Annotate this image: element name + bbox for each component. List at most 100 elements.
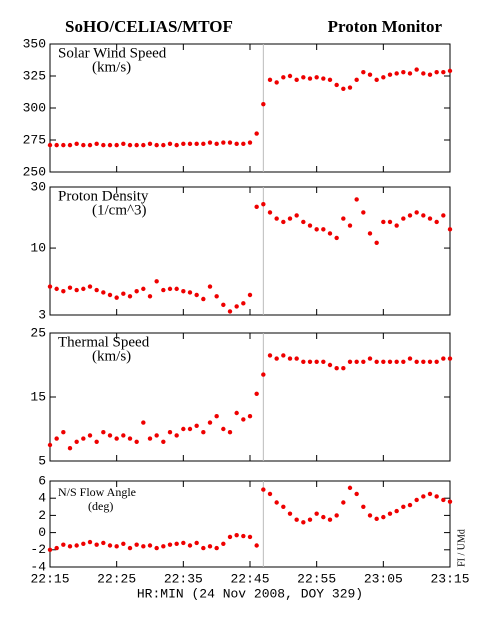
data-point — [47, 442, 53, 448]
data-point — [314, 227, 319, 232]
data-point — [341, 500, 346, 505]
data-point — [141, 544, 146, 549]
data-point — [321, 76, 326, 81]
data-point — [367, 356, 373, 361]
data-point — [347, 359, 353, 364]
data-point — [234, 304, 239, 309]
data-point — [141, 142, 146, 148]
x-tick-label: 22:25 — [97, 571, 136, 586]
data-point — [167, 141, 173, 147]
data-point — [447, 227, 453, 232]
data-point — [121, 291, 126, 296]
y-tick-label: 15 — [30, 389, 46, 404]
y-tick-label: 2 — [38, 508, 46, 523]
data-point — [167, 430, 173, 435]
data-point — [147, 294, 153, 299]
data-point — [361, 210, 366, 215]
data-point — [394, 223, 399, 228]
data-point — [187, 141, 193, 147]
data-point — [127, 142, 133, 148]
data-point — [287, 356, 293, 361]
panel-title: Thermal Speed — [58, 334, 150, 350]
data-point — [434, 359, 439, 364]
data-point — [414, 359, 419, 364]
data-point — [341, 86, 346, 92]
data-point — [81, 142, 86, 148]
data-point — [414, 210, 419, 215]
data-point — [441, 213, 446, 218]
data-point — [81, 541, 86, 546]
data-point — [114, 436, 119, 441]
data-point — [241, 301, 246, 306]
data-point — [54, 286, 59, 292]
data-point — [327, 517, 333, 522]
data-point — [247, 292, 253, 298]
data-point — [47, 284, 53, 289]
x-tick-label: 23:15 — [430, 571, 469, 586]
data-point — [234, 141, 239, 147]
data-point — [274, 216, 279, 221]
data-point — [114, 142, 119, 148]
data-point — [441, 356, 446, 361]
data-point — [94, 439, 99, 444]
data-point — [134, 542, 139, 547]
data-point — [241, 141, 246, 147]
data-point — [294, 356, 299, 361]
data-point — [194, 141, 199, 147]
data-point — [307, 223, 313, 228]
data-point — [194, 423, 199, 428]
data-point — [167, 286, 173, 292]
data-point — [67, 142, 73, 148]
data-point — [167, 542, 173, 547]
data-point — [327, 231, 333, 236]
data-point — [421, 494, 426, 499]
data-point — [74, 287, 79, 293]
data-point — [161, 142, 166, 148]
data-point — [367, 231, 373, 236]
data-point — [107, 142, 113, 148]
data-point — [401, 359, 406, 364]
data-point — [427, 72, 433, 77]
data-point — [221, 426, 226, 432]
data-point — [447, 356, 453, 361]
data-point — [321, 514, 326, 520]
data-point — [181, 540, 186, 546]
data-point — [101, 142, 106, 148]
y-tick-label: -4 — [30, 559, 46, 574]
data-point — [394, 71, 399, 76]
y-tick-label: 325 — [23, 68, 46, 83]
x-tick-label: 22:45 — [230, 571, 269, 586]
data-point — [294, 213, 299, 218]
data-point — [61, 142, 66, 148]
data-point — [374, 516, 379, 522]
data-point — [247, 414, 253, 419]
data-point — [187, 543, 193, 548]
data-point — [94, 287, 99, 293]
data-point — [127, 294, 133, 299]
data-point — [301, 75, 306, 80]
data-point — [154, 142, 159, 148]
data-point — [127, 436, 133, 441]
data-point — [307, 517, 313, 522]
y-tick-label: 30 — [30, 179, 46, 194]
y-tick-label: 5 — [38, 453, 46, 468]
data-point — [361, 504, 366, 509]
panel-title: N/S Flow Angle — [58, 485, 136, 499]
data-point — [201, 545, 206, 551]
data-point — [147, 543, 153, 548]
data-point — [81, 436, 86, 441]
data-point — [207, 284, 213, 289]
data-point — [81, 286, 86, 292]
data-point — [214, 414, 219, 419]
data-point — [234, 410, 239, 416]
data-point — [327, 77, 333, 83]
data-point — [394, 508, 399, 514]
data-point — [414, 497, 419, 503]
data-point — [207, 420, 213, 425]
data-point — [134, 142, 139, 148]
data-point — [307, 76, 313, 81]
data-point — [261, 372, 266, 377]
data-point — [67, 285, 73, 290]
header-right: Proton Monitor — [328, 17, 443, 36]
